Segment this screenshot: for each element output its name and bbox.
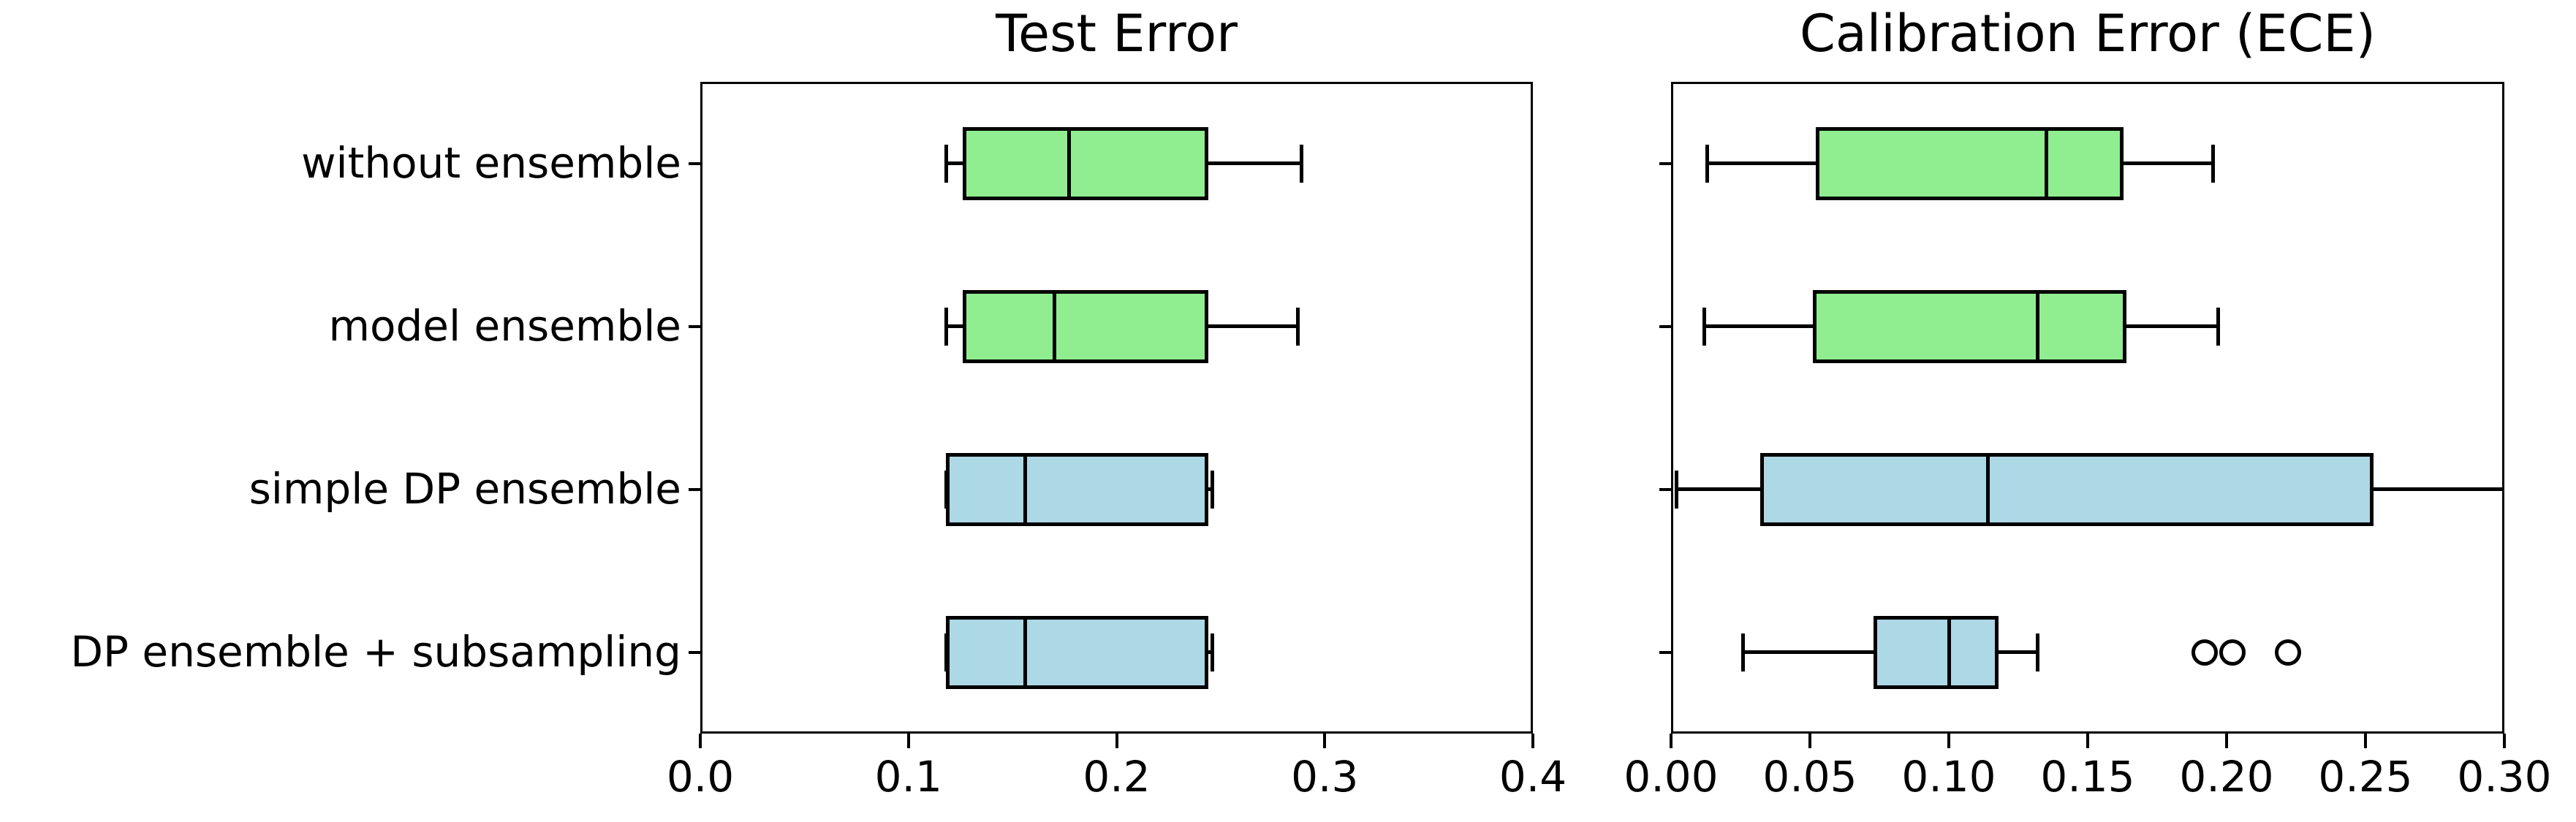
y-tick [1659, 650, 1671, 654]
x-tick [1670, 734, 1672, 748]
whisker-high-line [1999, 650, 2038, 654]
whisker-high-line [1208, 324, 1298, 328]
whisker-high-cap [2216, 307, 2221, 346]
x-tick-label: 0.0 [666, 752, 735, 802]
whisker-high-line [1208, 161, 1302, 165]
x-tick-label: 0.30 [2457, 752, 2552, 802]
iqr-box [1812, 289, 2127, 363]
x-tick-label: 0.00 [1624, 752, 1719, 802]
x-tick-label: 0.3 [1291, 752, 1359, 802]
outlier-point [2219, 639, 2246, 666]
iqr-box [946, 615, 1208, 689]
left-plot-title: Test Error [996, 4, 1238, 64]
category-label-dp-ensemble-subsampling: DP ensemble + subsampling [70, 626, 681, 677]
whisker-high-line [2124, 161, 2213, 165]
whisker-low-line [946, 324, 963, 328]
whisker-high-cap [1300, 144, 1304, 183]
whisker-low-cap [1702, 307, 1707, 346]
median-line [1985, 452, 1990, 526]
whisker-high-cap [1210, 633, 1214, 671]
whisker-low-line [1676, 487, 1760, 491]
whisker-low-cap [944, 307, 948, 346]
y-tick [689, 324, 700, 328]
y-tick [689, 487, 700, 491]
iqr-box [1874, 615, 1999, 689]
y-tick [1659, 324, 1671, 328]
x-tick-label: 0.4 [1499, 752, 1567, 802]
right-plot-area [1671, 82, 2504, 734]
whisker-high-cap [2036, 633, 2040, 671]
iqr-box [1815, 126, 2124, 200]
iqr-box [1759, 452, 2374, 526]
y-tick [689, 650, 700, 654]
y-tick [1659, 161, 1671, 165]
x-tick [1947, 734, 1950, 748]
x-tick-label: 0.10 [1901, 752, 1996, 802]
x-tick-label: 0.2 [1083, 752, 1151, 802]
x-tick [1808, 734, 1811, 748]
outlier-point [2274, 639, 2301, 666]
whisker-high-cap [1295, 307, 1300, 346]
x-tick [2225, 734, 2228, 748]
median-line [1052, 289, 1056, 363]
x-tick [2364, 734, 2367, 748]
whisker-high-cap [2211, 144, 2215, 183]
whisker-high-line [1208, 650, 1213, 654]
outlier-point [2191, 639, 2218, 666]
whisker-low-cap [1741, 633, 1746, 671]
median-line [1067, 126, 1071, 200]
iqr-box [946, 452, 1208, 526]
whisker-high-line [1208, 487, 1213, 491]
x-tick [906, 734, 910, 748]
y-tick [689, 161, 700, 165]
x-tick [1323, 734, 1327, 748]
median-line [2044, 126, 2048, 200]
whisker-low-line [1704, 324, 1813, 328]
category-label-simple-dp-ensemble: simple DP ensemble [249, 463, 681, 514]
right-plot-title: Calibration Error (ECE) [1800, 4, 2376, 64]
whisker-high-line [2374, 487, 2502, 491]
x-tick [699, 734, 702, 748]
iqr-box [962, 289, 1208, 363]
x-tick [2086, 734, 2089, 748]
x-tick [1115, 734, 1118, 748]
x-tick-label: 0.15 [2040, 752, 2135, 802]
whisker-low-line [1743, 650, 1874, 654]
whisker-low-cap [1675, 470, 1679, 509]
iqr-box [962, 126, 1208, 200]
median-line [2036, 289, 2040, 363]
whisker-low-cap [944, 144, 948, 183]
x-tick-label: 0.05 [1762, 752, 1857, 802]
category-label-without-ensemble: without ensemble [301, 137, 681, 188]
whisker-low-cap [1705, 144, 1709, 183]
left-plot-area [700, 82, 1533, 734]
x-tick-label: 0.25 [2318, 752, 2413, 802]
whisker-high-cap [1210, 470, 1214, 509]
x-tick [2503, 734, 2506, 748]
median-line [1947, 615, 1951, 689]
whisker-low-line [946, 161, 963, 165]
x-tick-label: 0.20 [2179, 752, 2274, 802]
median-line [1023, 452, 1027, 526]
whisker-low-line [1707, 161, 1816, 165]
x-tick-label: 0.1 [874, 752, 942, 802]
whisker-high-line [2126, 324, 2219, 328]
category-label-model-ensemble: model ensemble [328, 300, 682, 351]
median-line [1023, 615, 1027, 689]
x-tick [1531, 734, 1534, 748]
y-tick [1659, 487, 1671, 491]
